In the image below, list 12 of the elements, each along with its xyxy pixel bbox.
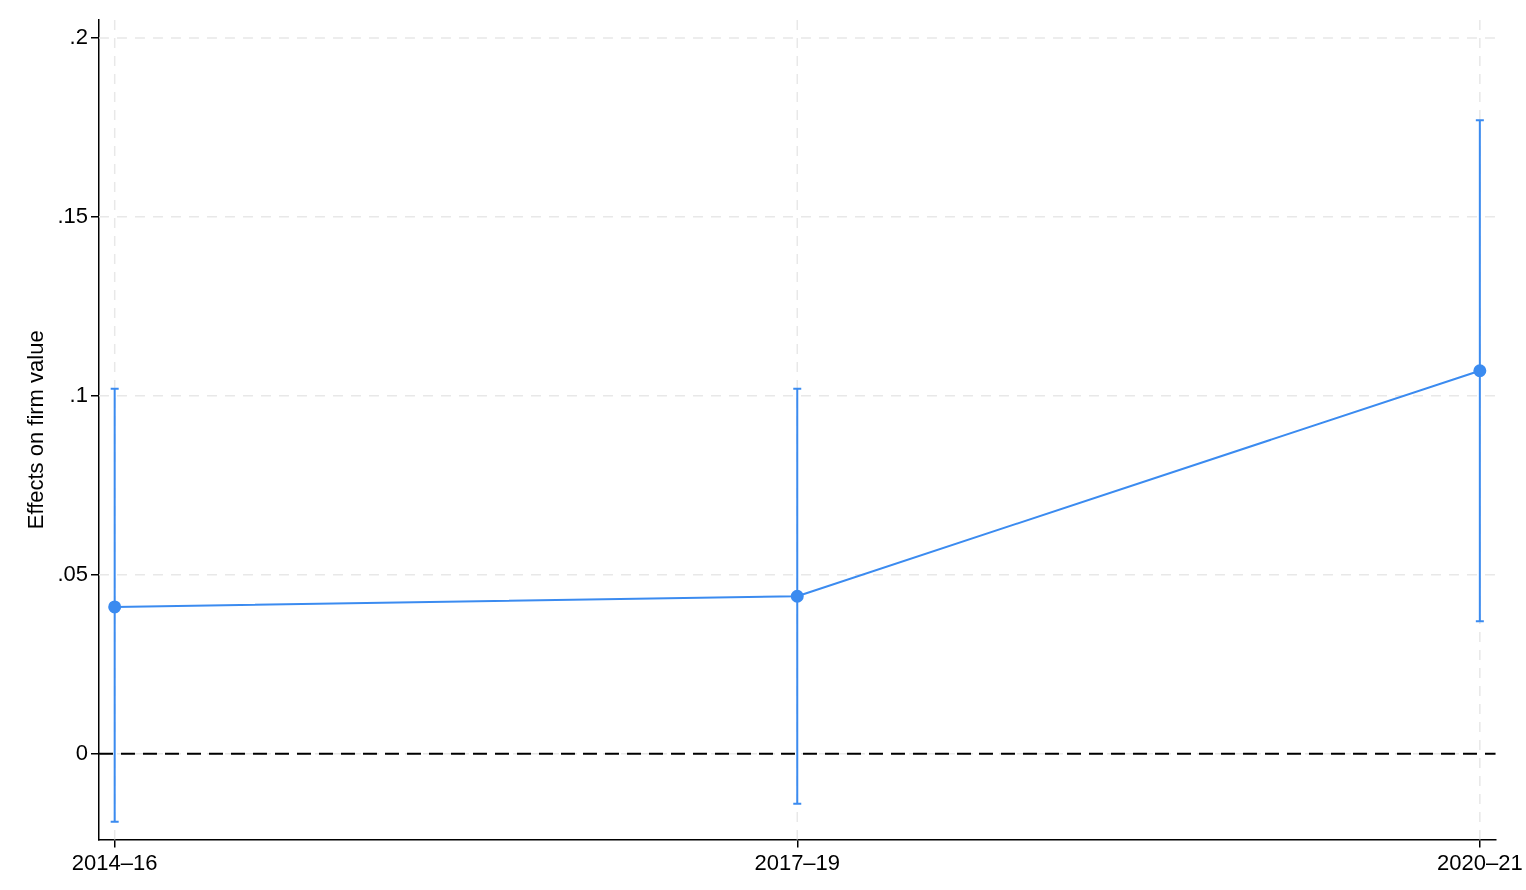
y-tick-label: .05 (57, 560, 88, 586)
x-tick-label: 2017–19 (754, 849, 841, 875)
y-tick-label: .1 (69, 381, 88, 407)
point (1473, 364, 1487, 378)
y-tick-label: .2 (69, 23, 88, 49)
point (108, 600, 122, 614)
point (790, 589, 804, 603)
y-tick-label: 0 (75, 739, 88, 765)
x-tick-label: 2014–16 (71, 849, 158, 875)
y-axis-title: Effects on firm value (23, 330, 49, 530)
x-tick-label: 2020–21 (1437, 849, 1523, 875)
y-tick-label: .15 (57, 202, 88, 228)
